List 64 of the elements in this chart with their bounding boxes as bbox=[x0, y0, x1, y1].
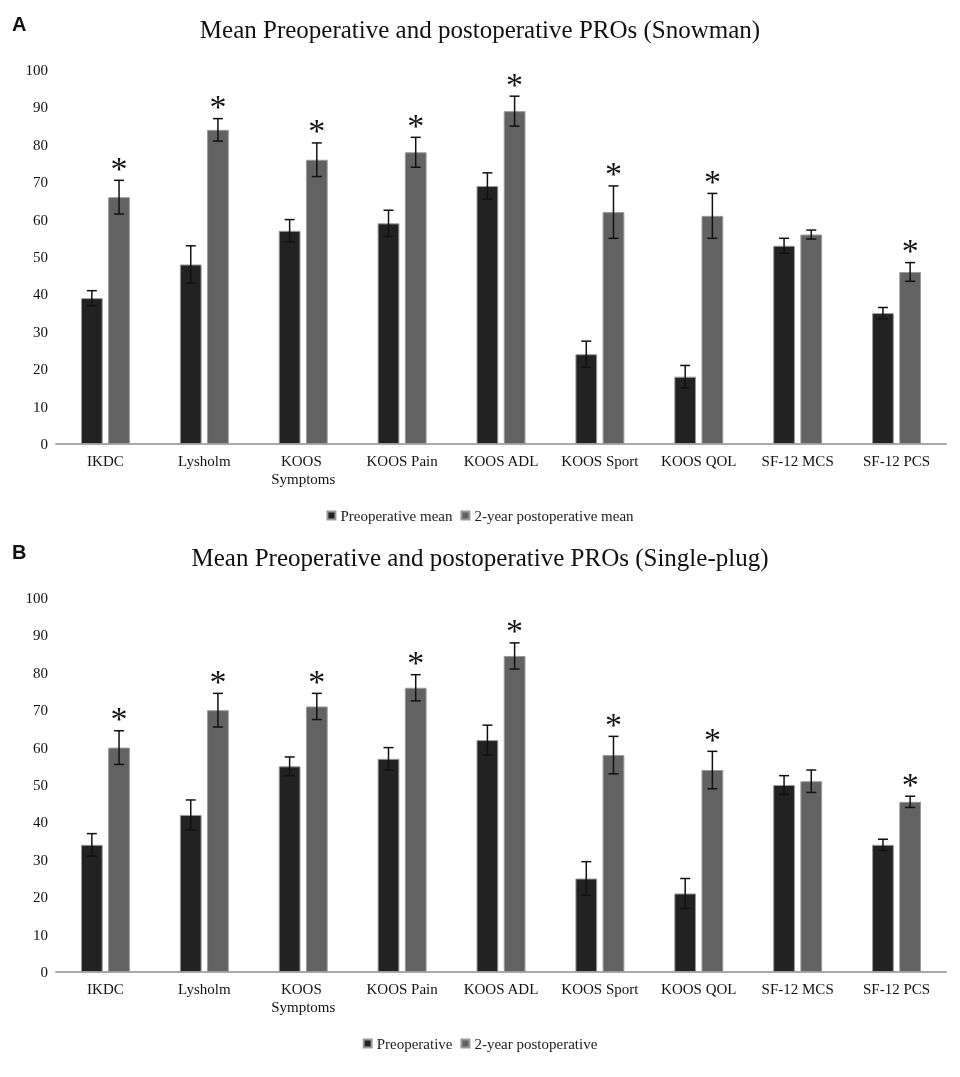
y-tick-label: 100 bbox=[25, 62, 48, 78]
legend-label: Preoperative mean bbox=[340, 507, 453, 524]
x-tick-label: SF-12 PCS bbox=[862, 981, 931, 997]
legend-label: Preoperative bbox=[376, 1035, 453, 1052]
data-label: * bbox=[506, 65, 524, 103]
x-tick-label: IKDC bbox=[87, 453, 124, 469]
y-tick-label: 80 bbox=[33, 664, 48, 681]
y-tick-label: 30 bbox=[33, 851, 48, 868]
data-label: * bbox=[209, 662, 227, 700]
y-tick-label: 40 bbox=[33, 286, 48, 303]
x-tick-label: KOOS Pain bbox=[366, 453, 439, 469]
text: B bbox=[12, 541, 27, 563]
y-tick-label: 0 bbox=[40, 436, 48, 452]
data-label: * bbox=[604, 155, 622, 193]
data-label: * bbox=[407, 106, 425, 144]
x-tick-label: Lysholm bbox=[178, 453, 231, 469]
y-tick-label: 100 bbox=[25, 590, 48, 606]
y-tick-label: 90 bbox=[33, 99, 48, 116]
x-tick-label: KOOS ADL bbox=[463, 981, 539, 997]
data-label: * bbox=[308, 662, 326, 700]
data-label: * bbox=[703, 162, 721, 200]
data-label: * bbox=[901, 765, 919, 803]
x-tick-label: SF-12 PCS bbox=[862, 453, 931, 469]
y-tick-label: 10 bbox=[33, 926, 48, 943]
data-label: * bbox=[110, 149, 128, 187]
y-tick-label: 50 bbox=[33, 777, 48, 793]
y-tick-label: 60 bbox=[33, 739, 48, 756]
y-tick-label: 80 bbox=[33, 136, 48, 153]
data-label: * bbox=[901, 232, 919, 270]
x-tick-label: KOOS Symptoms bbox=[271, 453, 336, 487]
x-tick-label: KOOS Sport bbox=[561, 453, 640, 469]
legend-label: 2-year postoperative bbox=[474, 1035, 598, 1052]
x-tick-label: KOOS QOL bbox=[661, 981, 737, 997]
y-tick-label: 20 bbox=[33, 361, 48, 378]
y-tick-label: 0 bbox=[40, 964, 48, 980]
x-tick-label: SF-12 MCS bbox=[761, 981, 834, 997]
data-label: * bbox=[110, 700, 128, 738]
x-tick-label: KOOS Pain bbox=[366, 981, 439, 997]
y-tick-label: 50 bbox=[33, 249, 48, 265]
y-tick-label: 60 bbox=[33, 211, 48, 228]
data-label: * bbox=[604, 705, 622, 743]
x-tick-label: KOOS Symptoms bbox=[271, 981, 336, 1015]
x-tick-label: KOOS Sport bbox=[561, 981, 640, 997]
y-tick-label: 90 bbox=[33, 627, 48, 644]
y-tick-label: 40 bbox=[33, 814, 48, 831]
y-tick-label: 70 bbox=[33, 174, 48, 191]
y-tick-label: 20 bbox=[33, 889, 48, 906]
x-tick-label: KOOS ADL bbox=[463, 453, 539, 469]
x-tick-label: KOOS QOL bbox=[661, 453, 737, 469]
data-label: * bbox=[308, 112, 326, 150]
x-tick-label: SF-12 MCS bbox=[761, 453, 834, 469]
x-tick-label: IKDC bbox=[87, 981, 124, 997]
data-label: * bbox=[506, 612, 524, 650]
data-label: * bbox=[407, 644, 425, 682]
y-tick-label: 10 bbox=[33, 398, 48, 415]
legend-label: 2-year postoperative mean bbox=[474, 507, 635, 524]
data-label: * bbox=[209, 88, 227, 126]
chart-title: Mean Preoperative and postoperative PROs (Snowman) bbox=[199, 16, 761, 44]
text: A bbox=[12, 13, 27, 35]
y-tick-label: 30 bbox=[33, 323, 48, 340]
x-tick-label: Lysholm bbox=[178, 981, 231, 997]
data-label: * bbox=[703, 720, 721, 758]
chart-title: Mean Preoperative and postoperative PROs (Single-plug) bbox=[191, 544, 769, 572]
y-tick-label: 70 bbox=[33, 702, 48, 719]
